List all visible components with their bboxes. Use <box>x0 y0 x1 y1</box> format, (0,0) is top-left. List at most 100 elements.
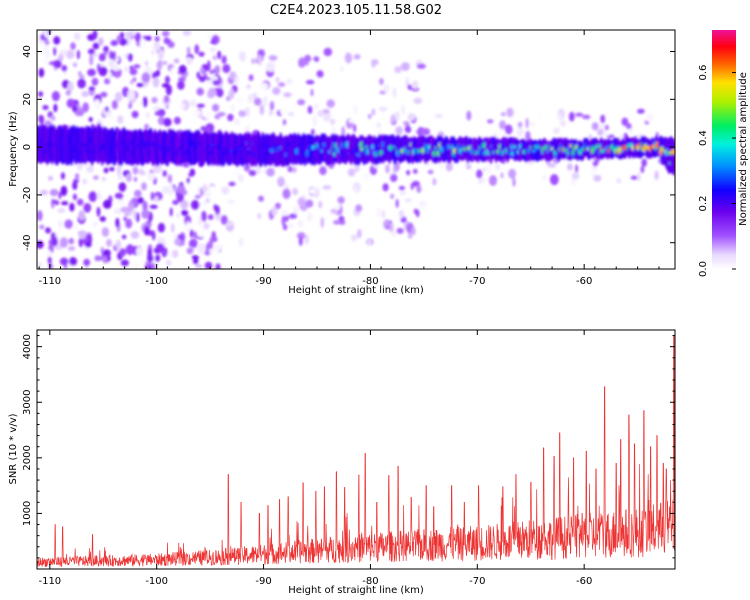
noise-blob <box>604 124 609 131</box>
noise-blob <box>103 45 109 53</box>
noise-blob <box>154 35 160 43</box>
noise-blob <box>508 168 517 179</box>
noise-blob <box>401 104 405 115</box>
noise-blob <box>280 209 290 216</box>
noise-blob <box>318 200 323 209</box>
noise-blob <box>186 177 190 184</box>
noise-blob <box>339 66 344 72</box>
noise-blob <box>244 107 250 117</box>
noise-blob <box>53 36 61 45</box>
noise-blob <box>637 172 641 182</box>
noise-blob <box>516 126 524 137</box>
noise-blob <box>133 177 138 182</box>
noise-blob <box>582 114 591 120</box>
noise-blob <box>201 69 207 76</box>
noise-blob <box>179 103 186 109</box>
noise-blob <box>373 163 380 169</box>
noise-blob <box>319 166 327 176</box>
noise-blob <box>59 49 68 56</box>
noise-blob <box>152 77 160 88</box>
noise-blob <box>427 169 434 175</box>
noise-blob <box>176 184 186 194</box>
noise-blob <box>268 55 278 61</box>
y-tick-label: 1000 <box>22 501 33 526</box>
noise-blob <box>141 209 150 219</box>
colorbar-tick-label: 0.6 <box>698 65 709 81</box>
noise-blob <box>88 191 98 202</box>
noise-blob <box>61 65 68 72</box>
noise-blob <box>194 256 198 262</box>
noise-blob <box>388 222 394 233</box>
noise-blob <box>155 254 161 262</box>
noise-blob <box>186 46 191 55</box>
noise-blob <box>539 114 543 120</box>
noise-blob <box>412 80 419 90</box>
noise-blob <box>363 172 371 181</box>
noise-blob <box>394 66 402 74</box>
snr-axes: -110 -100 -90 -80 -70 -60 1000 2000 3000 4000 <box>22 330 675 587</box>
noise-blob <box>187 36 192 44</box>
noise-blob <box>598 124 607 130</box>
noise-blob <box>171 223 175 233</box>
noise-blob <box>330 208 339 214</box>
noise-blob <box>227 199 235 205</box>
noise-blob <box>486 119 494 124</box>
noise-blob <box>106 113 115 120</box>
x-tick-label: -70 <box>469 576 485 587</box>
noise-blob <box>322 109 330 114</box>
noise-blob <box>154 195 159 203</box>
noise-blob <box>353 187 358 193</box>
noise-blob <box>350 234 358 242</box>
snr-plot <box>37 335 675 568</box>
noise-blob <box>198 51 205 57</box>
noise-blob <box>406 170 411 176</box>
noise-blob <box>52 236 58 247</box>
noise-blob <box>281 215 286 226</box>
noise-blob <box>504 124 513 135</box>
noise-blob <box>398 209 405 219</box>
noise-blob <box>109 50 113 61</box>
noise-blob <box>405 77 410 88</box>
noise-blob <box>143 165 149 173</box>
noise-blob <box>134 32 141 43</box>
noise-blob <box>404 125 412 133</box>
snr-frame <box>36 329 676 570</box>
colorbar: 0.0 0.2 0.4 0.6 Normalized spectral amplitu… <box>698 30 749 277</box>
noise-blob <box>355 204 363 212</box>
noise-blob <box>67 246 76 251</box>
noise-blob <box>421 128 431 136</box>
noise-blob <box>390 173 398 183</box>
noise-blob <box>106 254 111 262</box>
noise-blob <box>268 109 274 116</box>
noise-blob <box>322 185 332 190</box>
noise-blob <box>173 234 178 239</box>
noise-blob <box>395 198 399 208</box>
noise-blob <box>376 207 381 218</box>
noise-blob <box>297 197 306 206</box>
noise-blob <box>104 78 111 85</box>
noise-blob <box>517 121 523 128</box>
noise-blob <box>571 177 576 186</box>
noise-blob <box>117 115 124 124</box>
noise-blob <box>466 110 472 121</box>
noise-blob <box>434 113 444 118</box>
noise-blob <box>206 32 213 40</box>
noise-blob <box>37 261 43 268</box>
noise-blob <box>238 237 244 247</box>
x-tick-label: -110 <box>38 576 61 587</box>
noise-blob <box>103 167 109 174</box>
noise-blob <box>93 175 99 180</box>
noise-blob <box>106 238 112 247</box>
noise-blob <box>195 263 203 269</box>
noise-blob <box>43 56 50 64</box>
noise-blob <box>96 206 101 217</box>
noise-blob <box>58 219 63 229</box>
noise-blob <box>637 108 645 114</box>
x-tick-label: -70 <box>469 276 485 287</box>
noise-blob <box>413 208 418 215</box>
noise-blob <box>141 72 151 83</box>
noise-blob <box>85 241 92 248</box>
noise-blob <box>139 38 147 49</box>
noise-blob <box>156 61 163 70</box>
noise-blob <box>212 55 217 60</box>
